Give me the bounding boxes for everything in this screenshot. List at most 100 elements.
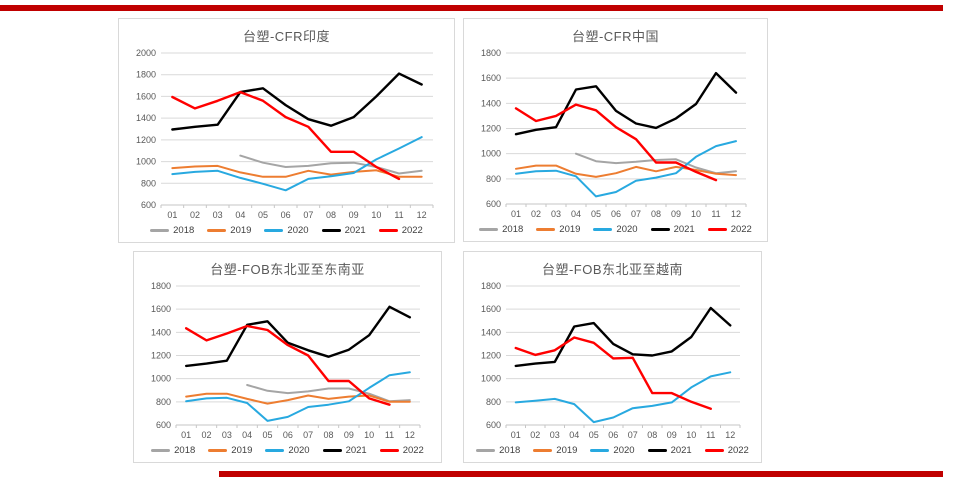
- x-tick-label: 04: [571, 209, 581, 219]
- series-line-2021: [184, 305, 412, 368]
- legend-item-2018: 2018: [476, 445, 520, 456]
- legend-label-2020: 2020: [616, 224, 638, 235]
- series-line-2022: [514, 103, 718, 182]
- x-tick-label: 08: [326, 210, 336, 220]
- x-tick-label: 11: [706, 430, 715, 440]
- x-tick-label: 10: [686, 430, 696, 440]
- legend-item-2022: 2022: [379, 445, 424, 456]
- legend-swatch-2022: [378, 229, 398, 232]
- x-tick-label: 10: [364, 430, 374, 440]
- legend-label-2019: 2019: [230, 225, 252, 236]
- legend-item-2020: 2020: [593, 224, 638, 235]
- legend-swatch-2021: [650, 228, 670, 231]
- line-chart-cfr-china: 1800 1600 1400 1200 1000 800 600 01 02 03 04 05 06 07…: [481, 48, 747, 219]
- legend-item-2019: 2019: [533, 445, 577, 456]
- chart-title-fob-southeast-asia: 台塑-FOB东北亚至东南亚: [210, 262, 365, 277]
- y-tick-label: 1200: [136, 135, 156, 145]
- legend-item-2019: 2019: [536, 224, 580, 235]
- x-tick-label: 01: [167, 210, 177, 220]
- legend-label-2019: 2019: [556, 445, 578, 456]
- legend-swatch-2019: [207, 229, 227, 232]
- x-tick-label: 09: [667, 430, 677, 440]
- legend-swatch-2019: [536, 228, 556, 231]
- x-tick-label: 07: [631, 209, 641, 219]
- chart-title-cfr-china: 台塑-CFR中国: [571, 29, 660, 44]
- x-tick-label: 07: [303, 430, 313, 440]
- x-tick-label: 12: [417, 210, 427, 220]
- legend-swatch-2019: [208, 449, 228, 452]
- y-tick-label: 1400: [481, 98, 501, 108]
- legend-item-2019: 2019: [208, 445, 252, 456]
- legend-label-2022: 2022: [402, 445, 424, 456]
- legend-item-2021: 2021: [650, 224, 695, 235]
- legend-label-2021: 2021: [670, 445, 692, 456]
- legend-item-2020: 2020: [590, 445, 635, 456]
- legend-label-2020: 2020: [287, 225, 309, 236]
- legend-swatch-2018: [150, 229, 170, 232]
- series-line-2021: [171, 72, 423, 131]
- legend-label-2022: 2022: [401, 225, 423, 236]
- x-tick-label: 08: [647, 430, 657, 440]
- y-tick-label: 800: [486, 397, 501, 407]
- x-tick-label: 05: [589, 430, 599, 440]
- x-tick-label: 09: [349, 210, 359, 220]
- x-tick-label: 12: [731, 209, 741, 219]
- series-line-2020: [171, 136, 423, 192]
- legend-label-2022: 2022: [730, 224, 752, 235]
- y-tick-label: 600: [141, 200, 156, 210]
- x-tick-label: 11: [394, 210, 403, 220]
- x-tick-label: 09: [344, 430, 354, 440]
- y-tick-label: 600: [486, 199, 501, 209]
- series-line-2018: [239, 154, 423, 175]
- series-line-2020: [515, 140, 737, 198]
- x-tick-label: 01: [511, 430, 521, 440]
- x-tick-label: 02: [530, 430, 540, 440]
- legend-item-2021: 2021: [321, 225, 366, 236]
- x-tick-label: 04: [235, 210, 245, 220]
- y-tick-label: 1200: [151, 351, 171, 361]
- legend-swatch-2018: [151, 449, 171, 452]
- legend-swatch-2018: [476, 449, 496, 452]
- x-tick-label: 03: [213, 210, 223, 220]
- legend-item-2018: 2018: [479, 224, 523, 235]
- y-tick-label: 800: [486, 174, 501, 184]
- legend-swatch-2020: [590, 449, 610, 452]
- y-tick-label: 600: [486, 420, 501, 430]
- x-tick-label: 12: [405, 430, 415, 440]
- chart-legend-cfr-india: 2018 2019 2020 2021 2022: [125, 222, 448, 239]
- legend-item-2022: 2022: [704, 445, 749, 456]
- legend-swatch-2019: [533, 449, 553, 452]
- legend-swatch-2022: [707, 228, 727, 231]
- y-tick-label: 1600: [481, 304, 501, 314]
- y-tick-label: 1000: [481, 149, 501, 159]
- legend-label-2020: 2020: [288, 445, 310, 456]
- legend-swatch-2022: [379, 449, 399, 452]
- x-tick-label: 10: [691, 209, 701, 219]
- legend-swatch-2020: [264, 229, 284, 232]
- x-tick-label: 10: [371, 210, 381, 220]
- legend-label-2021: 2021: [673, 224, 695, 235]
- legend-swatch-2022: [704, 449, 724, 452]
- y-tick-label: 800: [141, 178, 156, 188]
- series-line-2021: [514, 306, 732, 368]
- y-tick-label: 1000: [481, 374, 501, 384]
- y-tick-label: 1400: [481, 327, 501, 337]
- legend-swatch-2020: [593, 228, 613, 231]
- legend-label-2022: 2022: [727, 445, 749, 456]
- series-line-2020: [514, 371, 732, 424]
- legend-item-2020: 2020: [265, 445, 310, 456]
- legend-swatch-2020: [265, 449, 285, 452]
- chart-title-fob-vietnam: 台塑-FOB东北亚至越南: [541, 262, 684, 277]
- x-tick-label: 12: [725, 430, 735, 440]
- legend-item-2020: 2020: [264, 225, 309, 236]
- x-tick-label: 08: [651, 209, 661, 219]
- x-tick-label: 05: [262, 430, 272, 440]
- y-tick-label: 1000: [136, 157, 156, 167]
- legend-label-2021: 2021: [344, 225, 366, 236]
- legend-item-2018: 2018: [150, 225, 194, 236]
- legend-item-2021: 2021: [647, 445, 692, 456]
- x-tick-label: 07: [628, 430, 638, 440]
- legend-swatch-2018: [479, 228, 499, 231]
- y-tick-label: 1200: [481, 351, 501, 361]
- legend-swatch-2021: [647, 449, 667, 452]
